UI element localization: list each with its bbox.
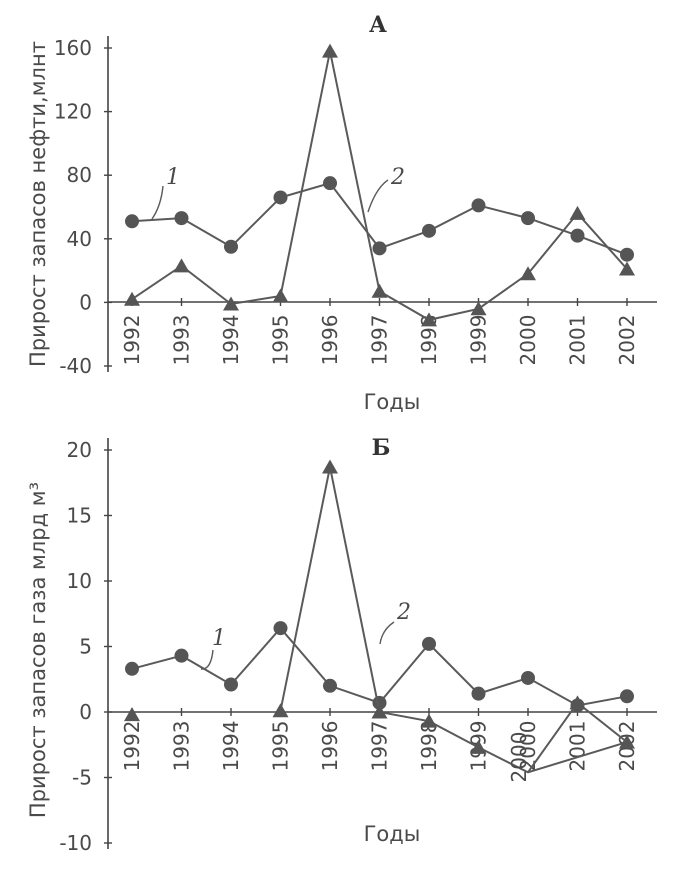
x-tick-label: 1994 [219,315,243,366]
series-2-point [619,734,635,749]
series-1-point [224,239,238,254]
series-1-point [471,198,486,213]
x-tick-label: 1997 [368,315,392,366]
x-tick-label: 1995 [269,315,293,366]
series-1-point [521,670,535,685]
y-tick-label: -10 [59,831,92,855]
series-1-point [273,621,288,636]
x-tick-label: 1992 [120,315,144,366]
series-1-point [471,686,486,701]
x-tick-label: 1997 [368,721,392,772]
x-tick-label: 2002 [615,315,639,366]
series-1-point [125,214,139,229]
series-1-point [224,677,238,692]
x-axis-title: Годы [364,822,421,846]
y-axis-title: Прирост запасов газа млрд м³ [26,482,50,818]
x-tick-label: 2000 [516,721,540,772]
x-tick-label: 1994 [219,721,243,772]
x-tick-label: 1993 [170,721,194,772]
x-tick-label: 2001 [566,315,590,366]
series-2-pointer [379,621,395,645]
x-axis-title: Годы [364,390,421,414]
series-1-point [620,247,634,262]
series-1-point [174,211,189,226]
y-axis-title: Прирост запасов нефти,млнт [26,41,50,367]
x-tick-label: 1996 [318,721,342,772]
series-2-point [272,703,289,718]
y-tick-label: 20 [67,438,92,462]
y-tick-label: 40 [67,227,92,251]
x-tick-label: 1992 [120,721,144,772]
panel-title: А [369,12,387,38]
series-1-line [131,626,628,707]
annotation-label: 2000 [507,732,531,783]
series-2-point [173,258,190,273]
y-tick-label: 80 [67,163,92,187]
x-tick-label: 1999 [467,315,491,366]
x-tick-label: 2001 [566,721,590,772]
series-1-point [372,241,387,256]
series-1-point [422,223,436,238]
series-1-label: 1 [166,165,180,190]
x-tick-label: 1996 [318,315,342,366]
series-2-point [322,459,338,474]
series-2-point [520,266,536,281]
series-1-point [174,648,189,663]
series-1-point [521,211,535,226]
y-tick-label: 0 [79,290,92,314]
series-2-point [470,301,487,316]
series-2-point [470,739,487,754]
series-2-point [421,713,437,728]
series-2-pointer [367,179,389,213]
x-tick-label: 1998 [417,721,441,772]
series-2-point [371,283,388,298]
panel-b: Б 20 15 10 5 0 -5 -10 1992 1993 1994 1995 1996 1997 19… [26,435,657,855]
panel-title: Б [372,435,391,461]
y-tick-label: 0 [79,700,92,724]
series-2-line [131,50,628,321]
x-tick-label: 1993 [170,315,194,366]
series-1-label: 1 [212,626,226,651]
x-tick-label: 1995 [269,721,293,772]
panel-a: А 160 120 80 40 0 -40 1992 1993 1994 1995 1996 1997 1… [26,12,657,414]
series-1-point [323,678,337,693]
y-tick-label: 5 [79,635,92,659]
series-2-point [272,288,289,303]
series-1-point [620,689,634,704]
series-1-point [273,190,288,205]
series-2-label: 2 [390,165,405,190]
series-2-point [569,695,586,710]
series-2-point [619,261,635,276]
y-tick-label: 160 [54,36,92,60]
series-1-pointer [200,649,214,670]
series-1-point [125,661,139,676]
series-2-point [371,704,388,719]
series-1-point [323,176,337,191]
series-2-point [223,296,239,311]
series-2-point [124,707,140,722]
y-tick-label: -40 [59,354,92,378]
series-2-point [124,291,140,306]
series-2-label: 2 [396,600,411,625]
x-tick-label: 2000 [516,315,540,366]
series-1-point [570,228,585,243]
y-tick-label: 15 [67,504,92,528]
y-tick-label: 120 [54,100,92,124]
series-2-point [421,312,437,327]
series-2-point [322,43,338,58]
series-1-pointer [151,185,164,220]
series-1-point [422,636,436,651]
series-2-point [569,205,586,220]
y-tick-label: 10 [67,569,92,593]
y-tick-label: -5 [72,766,92,790]
